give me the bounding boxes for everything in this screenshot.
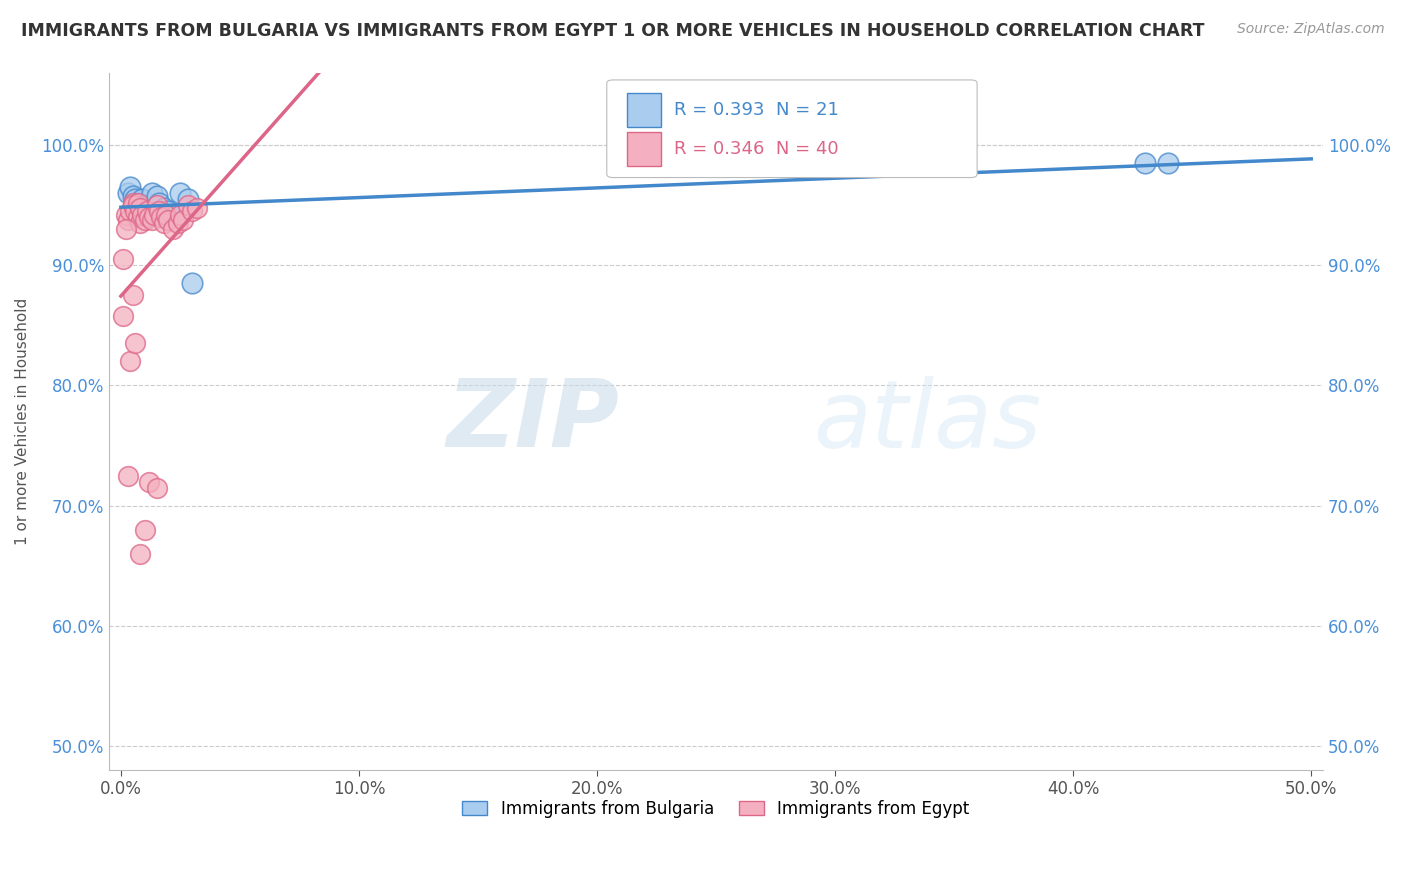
Text: IMMIGRANTS FROM BULGARIA VS IMMIGRANTS FROM EGYPT 1 OR MORE VEHICLES IN HOUSEHOL: IMMIGRANTS FROM BULGARIA VS IMMIGRANTS F… xyxy=(21,22,1205,40)
Point xyxy=(117,468,139,483)
Point xyxy=(138,208,160,222)
Point xyxy=(138,210,160,224)
Point xyxy=(131,192,153,206)
Bar xyxy=(627,132,661,166)
Point xyxy=(124,192,146,206)
Point xyxy=(1157,156,1180,170)
Point xyxy=(155,208,177,222)
FancyBboxPatch shape xyxy=(607,80,977,178)
Text: R = 0.346  N = 40: R = 0.346 N = 40 xyxy=(673,140,838,158)
Point xyxy=(145,481,167,495)
Point xyxy=(121,198,143,212)
Point xyxy=(138,475,160,489)
Point xyxy=(114,208,136,222)
Text: atlas: atlas xyxy=(813,376,1042,467)
Point xyxy=(148,204,170,219)
Point xyxy=(120,354,142,368)
Point xyxy=(134,212,156,227)
Point xyxy=(141,212,163,227)
Point xyxy=(162,208,184,222)
Point xyxy=(121,195,143,210)
Point xyxy=(186,201,208,215)
Point xyxy=(157,204,180,219)
Point xyxy=(141,186,163,201)
Text: R = 0.393  N = 21: R = 0.393 N = 21 xyxy=(673,101,838,119)
Point xyxy=(127,195,149,210)
Point xyxy=(176,198,198,212)
Text: Source: ZipAtlas.com: Source: ZipAtlas.com xyxy=(1237,22,1385,37)
Point xyxy=(124,204,146,219)
Point xyxy=(117,186,139,201)
Point xyxy=(134,198,156,212)
Y-axis label: 1 or more Vehicles in Household: 1 or more Vehicles in Household xyxy=(15,298,30,545)
Point xyxy=(152,216,174,230)
Point xyxy=(120,180,142,194)
Point xyxy=(181,277,204,291)
Point xyxy=(169,186,191,201)
Point xyxy=(112,309,135,323)
Point xyxy=(1133,156,1156,170)
Point xyxy=(129,201,152,215)
Point xyxy=(124,336,146,351)
Point xyxy=(134,523,156,537)
Point xyxy=(121,188,143,202)
Text: ZIP: ZIP xyxy=(446,376,619,467)
Point xyxy=(167,216,190,230)
Point xyxy=(136,204,159,219)
Point xyxy=(148,195,170,210)
Point xyxy=(150,210,173,224)
Point xyxy=(127,210,149,224)
Point xyxy=(120,204,142,219)
Legend: Immigrants from Bulgaria, Immigrants from Egypt: Immigrants from Bulgaria, Immigrants fro… xyxy=(456,793,976,824)
Point xyxy=(117,212,139,227)
Point xyxy=(121,288,143,302)
Point xyxy=(181,204,204,219)
Bar xyxy=(627,93,661,127)
Point xyxy=(129,216,152,230)
Point xyxy=(162,222,184,236)
Point xyxy=(143,208,166,222)
Point xyxy=(131,208,153,222)
Point xyxy=(114,222,136,236)
Point xyxy=(129,547,152,561)
Point xyxy=(176,192,198,206)
Point xyxy=(169,208,191,222)
Point xyxy=(112,252,135,267)
Point xyxy=(129,201,152,215)
Point xyxy=(145,198,167,212)
Point xyxy=(127,195,149,210)
Point xyxy=(172,212,194,227)
Point xyxy=(152,201,174,215)
Point xyxy=(157,212,180,227)
Point xyxy=(136,204,159,219)
Point xyxy=(145,188,167,202)
